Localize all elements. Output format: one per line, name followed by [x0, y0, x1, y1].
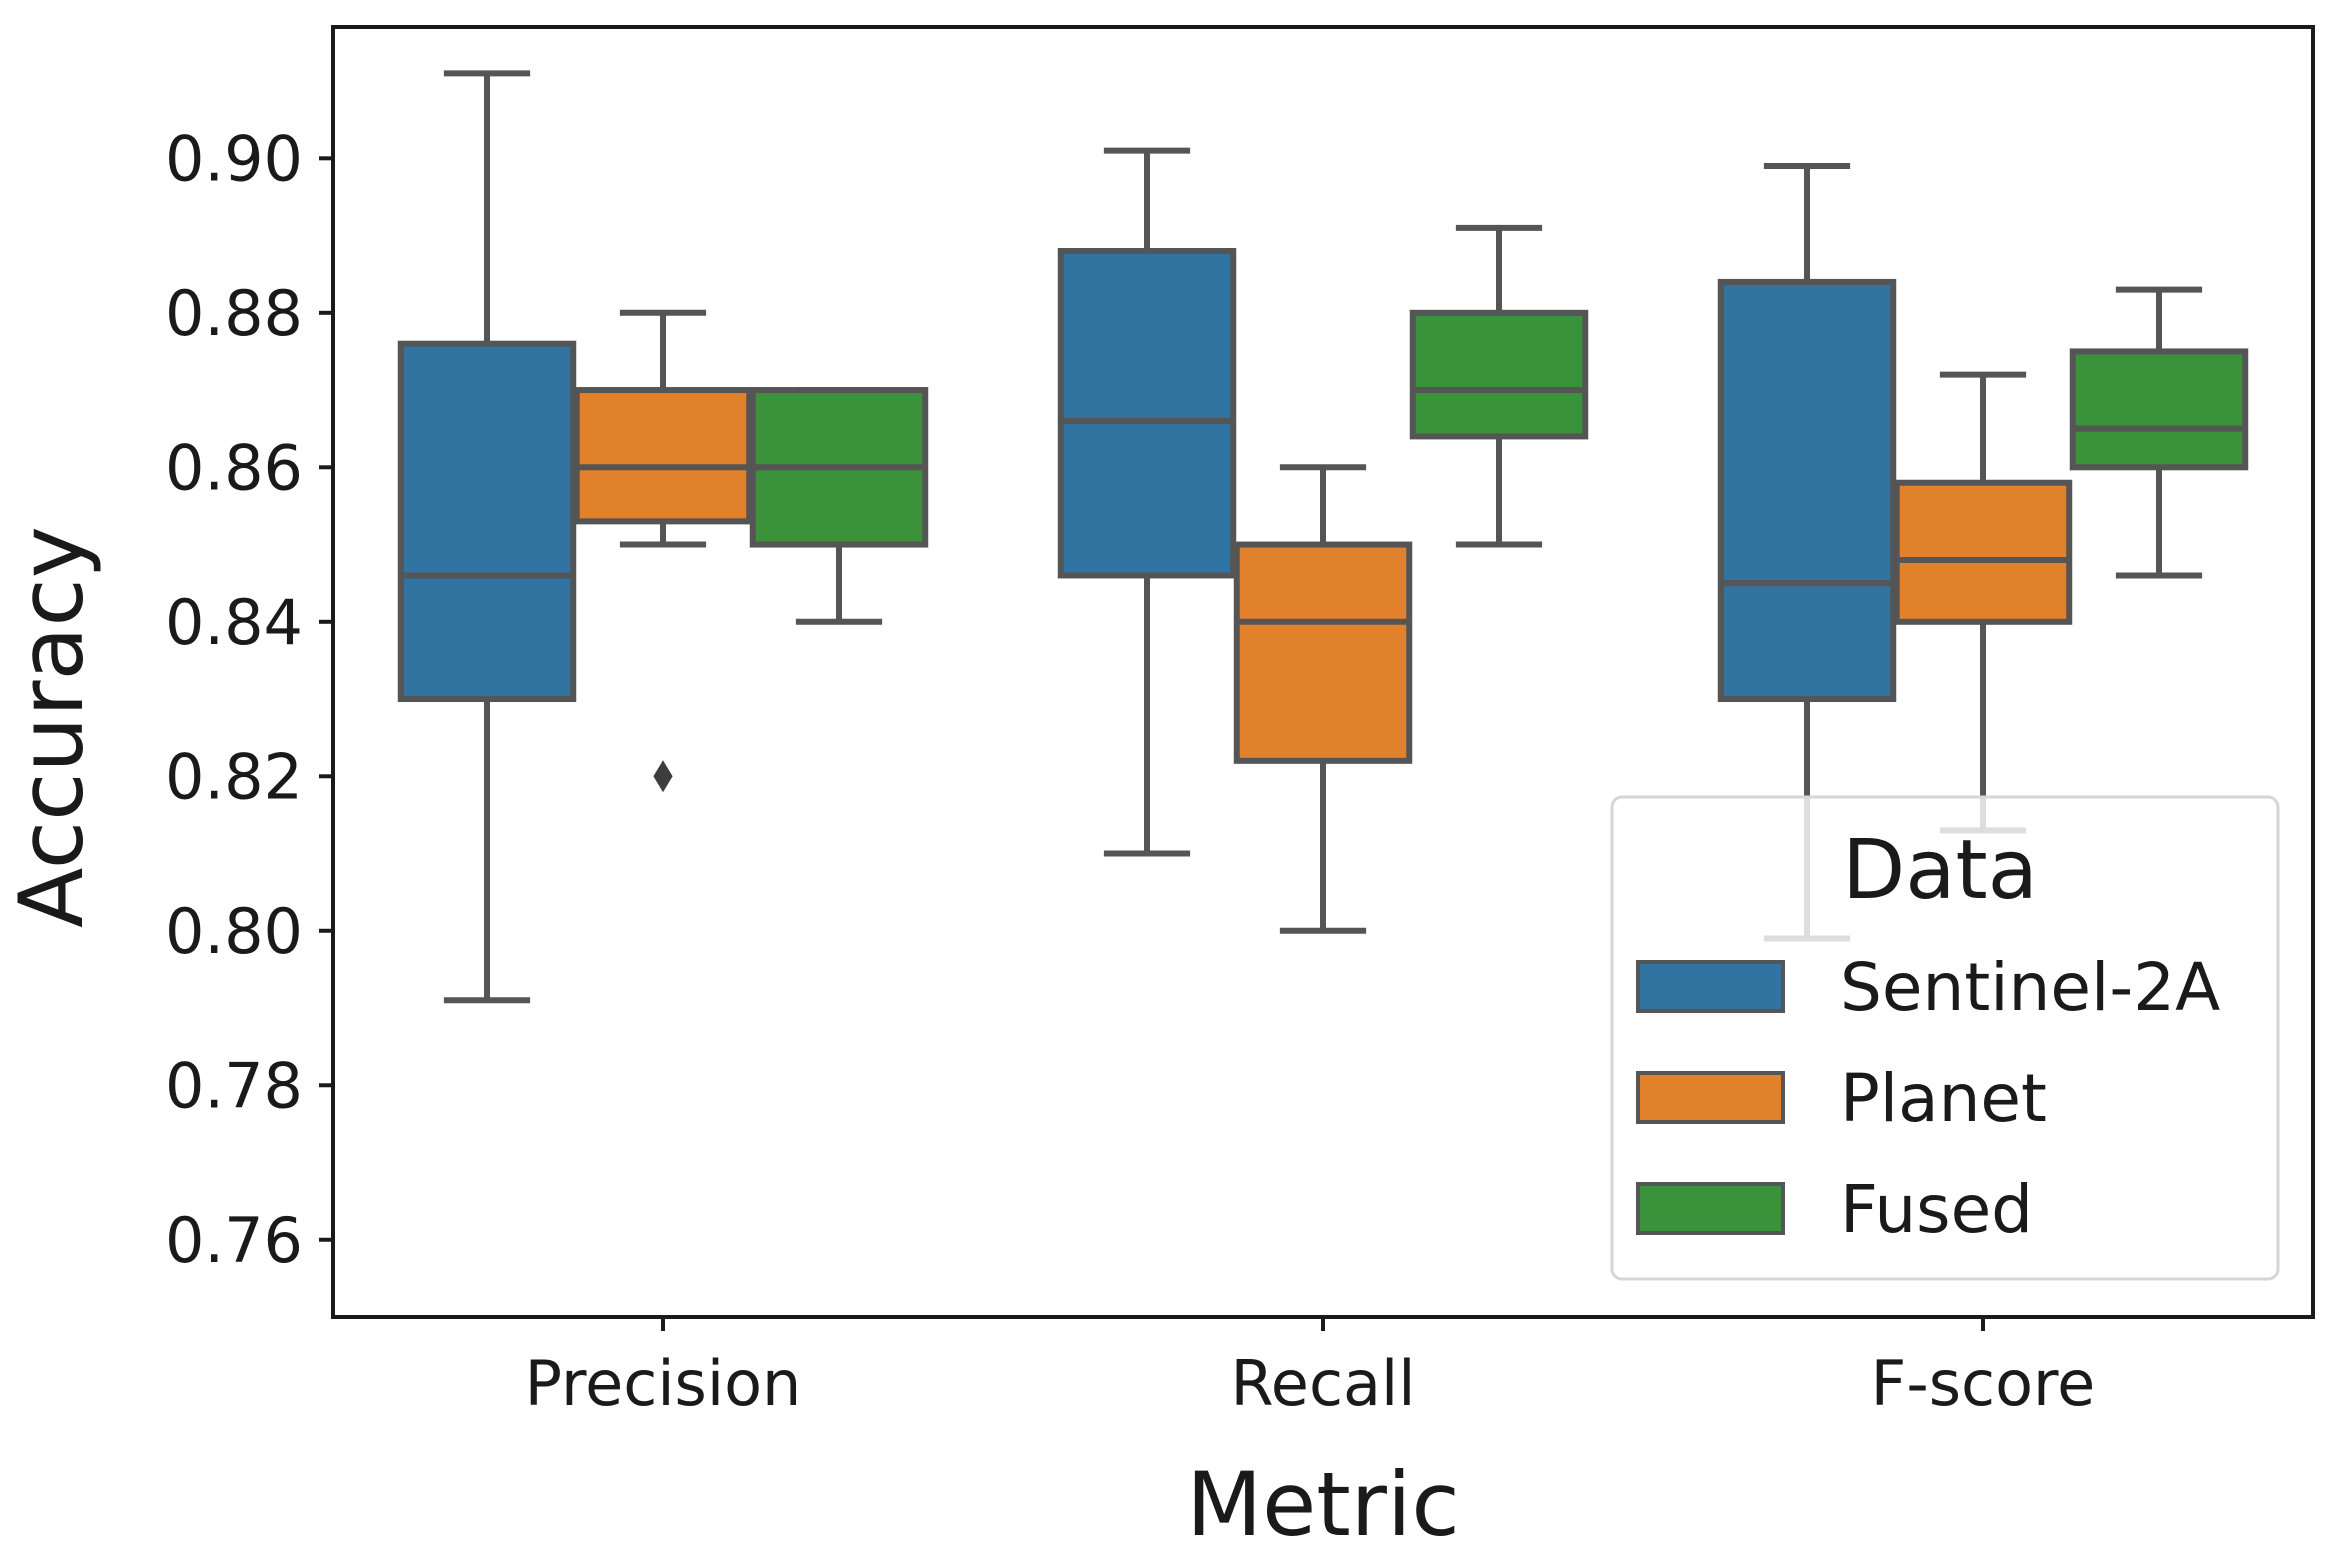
y-tick-label: 0.84 [165, 586, 303, 659]
x-tick-label: Recall [1231, 1347, 1416, 1420]
box-fused-recall [1409, 224, 1589, 548]
legend-swatch-fused [1636, 1182, 1785, 1235]
legend-label-sentinel-2a: Sentinel-2A [1840, 949, 2220, 1026]
legend: Data Sentinel-2A Planet Fused [1610, 795, 2280, 1281]
box-body [1057, 248, 1237, 579]
box-fused-f-score [2069, 286, 2249, 579]
y-tick-label: 0.76 [165, 1204, 303, 1277]
box-body [1233, 541, 1413, 764]
box-sentinel-2a-f-score [1717, 163, 1897, 942]
box-body [1717, 278, 1897, 703]
legend-swatch-sentinel-2a [1636, 960, 1785, 1013]
box-sentinel-2a-recall [1057, 147, 1237, 857]
x-tick-label: Precision [525, 1347, 802, 1420]
box-body [397, 340, 577, 703]
x-axis: Precision Recall F-score [525, 1317, 2096, 1420]
x-tick-label: F-score [1871, 1347, 2096, 1420]
box-body [1893, 479, 2073, 625]
legend-label-planet: Planet [1840, 1060, 2047, 1137]
y-tick-label: 0.88 [165, 277, 303, 350]
plot-marks [397, 70, 2249, 1004]
x-axis-title: Metric [1186, 1453, 1460, 1554]
legend-title: Data [1842, 823, 2038, 918]
box-planet-precision [573, 309, 753, 793]
box-planet-f-score [1893, 371, 2073, 834]
box-body [1409, 309, 1589, 440]
box-sentinel-2a-precision [397, 70, 577, 1004]
legend-items: Sentinel-2A Planet Fused [1636, 949, 2220, 1248]
y-tick-label: 0.80 [165, 895, 303, 968]
y-tick-label: 0.78 [165, 1049, 303, 1122]
y-tick-label: 0.82 [165, 740, 303, 813]
outlier-point [653, 760, 673, 793]
legend-swatch-planet [1636, 1071, 1785, 1124]
legend-frame [1610, 795, 2280, 1281]
y-axis: 0.76 0.78 0.80 0.82 0.84 0.86 0.88 0.90 [165, 122, 333, 1277]
box-body [573, 387, 753, 525]
y-axis-title: Accuracy [0, 526, 103, 928]
box-body [2069, 348, 2249, 471]
box-planet-recall [1233, 464, 1413, 934]
box-fused-precision [749, 387, 929, 625]
y-tick-label: 0.86 [165, 431, 303, 504]
y-tick-label: 0.90 [165, 122, 303, 195]
legend-label-fused: Fused [1840, 1171, 2033, 1248]
